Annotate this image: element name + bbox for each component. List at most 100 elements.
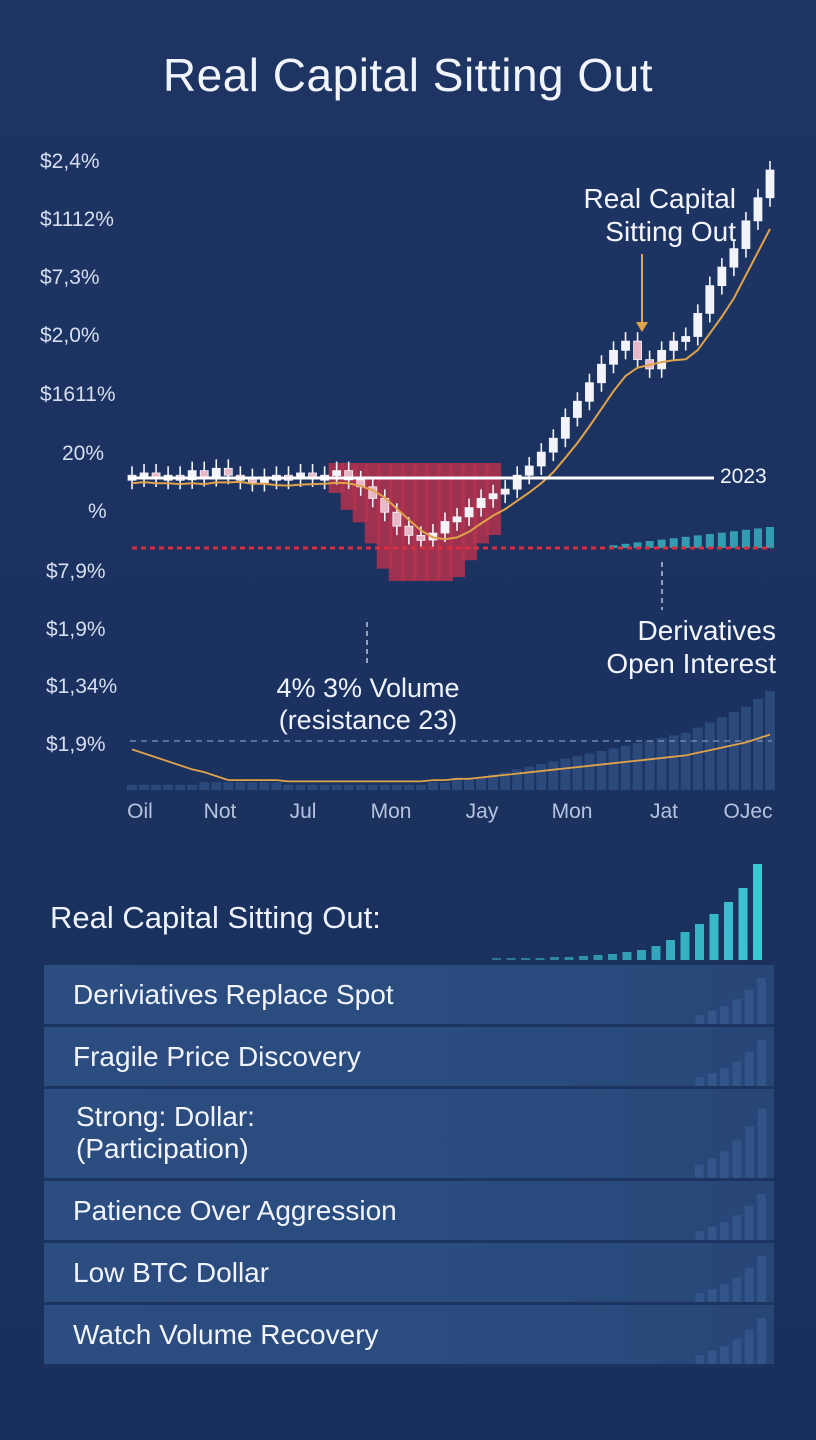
- row-bar: [732, 999, 742, 1024]
- volume-bar: [560, 758, 571, 790]
- candle-body: [512, 474, 522, 490]
- volume-bar: [343, 784, 354, 790]
- volume-bar: [139, 784, 150, 790]
- y-tick-label: $1,9%: [46, 618, 106, 641]
- row-bar: [720, 1151, 729, 1178]
- takeaway-label: Low BTC Dollar: [73, 1257, 270, 1288]
- volume-bar: [452, 779, 463, 790]
- volume-bar: [427, 782, 438, 790]
- volume-bar: [247, 782, 258, 790]
- candle-body: [621, 340, 630, 351]
- volume-bar: [283, 784, 294, 790]
- x-tick-label: Mon: [370, 800, 412, 823]
- mini-bar: [651, 946, 661, 960]
- row-bars-decoration: [695, 1039, 766, 1086]
- annotation-line: 4% 3% Volume: [276, 673, 460, 703]
- mini-bar: [506, 958, 516, 960]
- oi-bar: [681, 536, 690, 548]
- row-bars-decoration: [695, 1317, 766, 1364]
- volume-bar: [379, 784, 390, 790]
- moving-average-line: [131, 228, 771, 541]
- row-bars-decoration: [695, 1255, 766, 1302]
- candle-body: [585, 382, 594, 402]
- oi-bar: [741, 529, 750, 548]
- annotation-volume: 4% 3% Volume (resistance 23): [268, 672, 468, 736]
- mini-bar: [724, 902, 733, 960]
- oi-bar: [705, 534, 714, 548]
- volume-bar: [355, 784, 366, 790]
- volume-bar: [536, 764, 547, 790]
- candle-body: [657, 349, 667, 370]
- x-tick-label: Oil: [127, 800, 153, 823]
- row-bar: [707, 1227, 717, 1240]
- takeaway-line: Strong: Dollar:: [76, 1101, 255, 1132]
- deficit-bar: [412, 463, 429, 581]
- candle-body: [488, 493, 498, 500]
- candle-body: [609, 349, 618, 365]
- candle-body: [440, 521, 450, 534]
- volume-bar: [259, 782, 270, 790]
- candle-body: [416, 534, 426, 541]
- section-title: Real Capital Sitting Out:: [50, 900, 381, 935]
- y-tick-label: $2,4%: [40, 150, 100, 173]
- candle-body: [729, 248, 739, 268]
- volume-bar: [704, 722, 715, 790]
- volume-bar: [716, 717, 727, 790]
- oi-bar: [669, 538, 678, 548]
- volume-bar: [127, 784, 137, 790]
- volume-bar: [163, 784, 174, 790]
- oi-bar: [657, 539, 666, 548]
- takeaway-label: Fragile Price Discovery: [73, 1041, 361, 1072]
- candle-body: [464, 507, 474, 518]
- volume-bar: [187, 784, 198, 790]
- volume-bar: [295, 784, 306, 790]
- row-bar: [732, 1277, 742, 1302]
- volume-bar: [668, 735, 679, 790]
- candle-body: [681, 336, 691, 342]
- volume-bar: [271, 782, 282, 790]
- volume-bar: [235, 782, 246, 790]
- volume-bar: [740, 706, 751, 790]
- oi-bar: [633, 542, 642, 548]
- takeaway-label: Strong: Dollar: (Participation): [76, 1101, 255, 1165]
- volume-bar: [211, 782, 222, 790]
- row-bar: [745, 1126, 754, 1178]
- list-item: Deriviatives Replace Spot: [44, 965, 774, 1027]
- y-tick-label: 20%: [62, 442, 105, 465]
- mini-bar: [550, 957, 559, 960]
- candle-body: [187, 470, 197, 481]
- mini-bar: [695, 924, 704, 960]
- volume-bar: [500, 771, 511, 790]
- list-item: Patience Over Aggression: [44, 1181, 774, 1243]
- candle-body: [669, 340, 679, 351]
- candle-body: [765, 169, 775, 199]
- volume-bar: [596, 751, 607, 790]
- mini-bar: [564, 957, 574, 960]
- volume-bar: [728, 712, 739, 790]
- x-tick-label: Mon: [551, 800, 593, 823]
- volume-bar: [331, 784, 342, 790]
- page-title: Real Capital Sitting Out: [162, 49, 654, 101]
- volume-bar: [644, 740, 655, 790]
- candle-body: [332, 470, 342, 477]
- row-bar: [744, 1051, 754, 1086]
- takeaway-label: Watch Volume Recovery: [73, 1319, 379, 1350]
- y-tick-label: $7,9%: [46, 560, 106, 583]
- candle-body: [476, 497, 486, 509]
- mini-bar: [579, 956, 588, 960]
- list-item: Watch Volume Recovery: [44, 1305, 774, 1367]
- x-tick-label: Not: [203, 800, 237, 823]
- mini-bar: [622, 952, 632, 960]
- candle-body: [536, 451, 546, 467]
- row-bar: [695, 1231, 705, 1240]
- candle-body: [597, 363, 606, 384]
- annotation-line: Derivatives: [637, 615, 776, 646]
- mini-bar: [637, 950, 646, 960]
- candle-body: [452, 516, 462, 523]
- row-bar: [720, 1068, 729, 1086]
- row-bar: [707, 1351, 717, 1364]
- oi-bar: [621, 543, 630, 548]
- candle-body: [705, 285, 715, 314]
- volume-bar: [752, 699, 763, 790]
- candle-body: [524, 465, 534, 476]
